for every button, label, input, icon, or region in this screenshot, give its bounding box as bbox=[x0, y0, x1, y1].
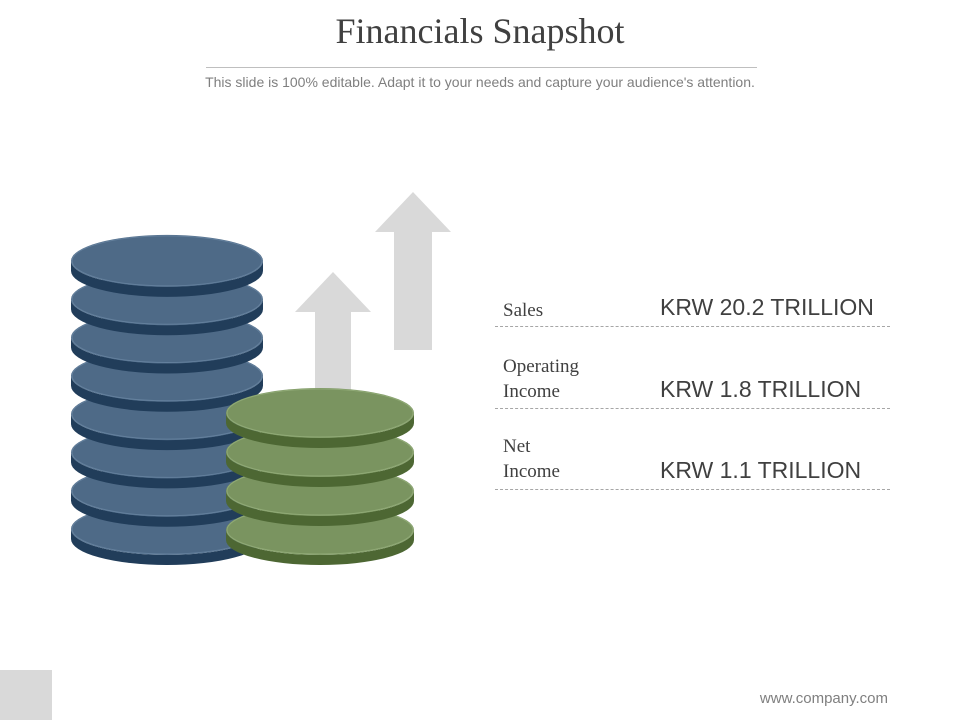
title-divider bbox=[206, 67, 757, 68]
metric-label: Sales bbox=[503, 300, 544, 321]
short-up-arrow-icon bbox=[295, 272, 371, 395]
metric-label: Operating Income bbox=[503, 356, 579, 402]
coin-icon bbox=[71, 234, 263, 297]
metric-label: Net Income bbox=[503, 436, 560, 482]
corner-block bbox=[0, 670, 52, 720]
coin-stacks-illustration bbox=[71, 192, 451, 565]
slide-title: Financials Snapshot bbox=[335, 11, 625, 51]
slide-subtitle: This slide is 100% editable. Adapt it to… bbox=[205, 74, 755, 90]
footer-url: www.company.com bbox=[759, 690, 888, 707]
metric-value: KRW 20.2 TRILLION bbox=[660, 294, 874, 320]
green-coin-stack bbox=[226, 388, 414, 565]
blue-coin-stack bbox=[71, 234, 263, 565]
metric-value: KRW 1.1 TRILLION bbox=[660, 457, 862, 483]
metric-row-operating-income: Operating Income KRW 1.8 TRILLION bbox=[495, 354, 890, 409]
metric-value: KRW 1.8 TRILLION bbox=[660, 376, 862, 402]
tall-up-arrow-icon bbox=[375, 192, 451, 350]
metric-row-net-income: Net Income KRW 1.1 TRILLION bbox=[495, 434, 890, 490]
coin-icon bbox=[226, 388, 414, 448]
metric-row-sales: Sales KRW 20.2 TRILLION bbox=[495, 292, 890, 327]
